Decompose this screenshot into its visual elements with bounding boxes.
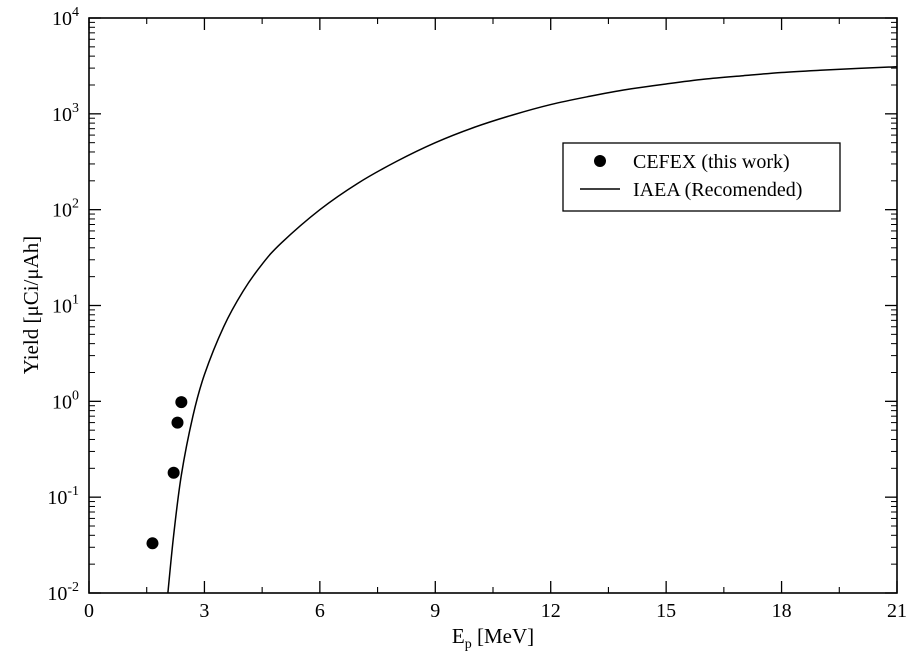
x-axis-label-rest: [MeV] xyxy=(472,624,534,648)
data-point-cefex xyxy=(146,537,159,550)
legend-box xyxy=(562,142,841,212)
x-tick-label: 3 xyxy=(199,600,209,622)
y-axis-label: Yield [μCi/μAh] xyxy=(19,236,43,375)
x-axis-label-sub: p xyxy=(465,637,472,651)
x-tick-label: 9 xyxy=(430,600,440,622)
y-tick-label: 103 xyxy=(52,101,79,126)
data-point-cefex xyxy=(171,416,184,429)
x-tick-label: 12 xyxy=(541,600,561,622)
y-tick-label: 102 xyxy=(52,197,79,222)
data-point-cefex xyxy=(175,396,188,409)
data-point-cefex xyxy=(167,466,180,479)
x-axis-ticks: 0 3 6 9 12 15 18 21 xyxy=(84,18,907,622)
legend-label-cefex: CEFEX (this work) xyxy=(633,151,790,173)
y-tick-label: 10-2 xyxy=(47,580,79,605)
legend: CEFEX (this work) IAEA (Recomended) xyxy=(562,142,841,212)
y-tick-label: 104 xyxy=(52,5,79,30)
y-tick-label: 100 xyxy=(52,388,79,413)
x-tick-label: 21 xyxy=(887,600,907,622)
legend-label-iaea: IAEA (Recomended) xyxy=(633,179,802,201)
y-axis-ticks: 10-2 10-1 100 101 102 103 104 xyxy=(47,5,897,605)
y-tick-label: 10-1 xyxy=(47,484,79,509)
x-tick-label: 15 xyxy=(656,600,676,622)
series-layer xyxy=(146,65,898,594)
plot-frame xyxy=(88,17,898,594)
x-tick-label: 18 xyxy=(772,600,792,622)
x-tick-label: 6 xyxy=(315,600,325,622)
x-axis-label-main: E xyxy=(452,624,465,648)
x-tick-label: 0 xyxy=(84,600,94,622)
legend-marker-cefex xyxy=(594,155,606,167)
series-line-iaea xyxy=(167,65,898,594)
x-axis-label: Ep [MeV] xyxy=(452,624,534,651)
y-tick-label: 101 xyxy=(52,293,79,318)
